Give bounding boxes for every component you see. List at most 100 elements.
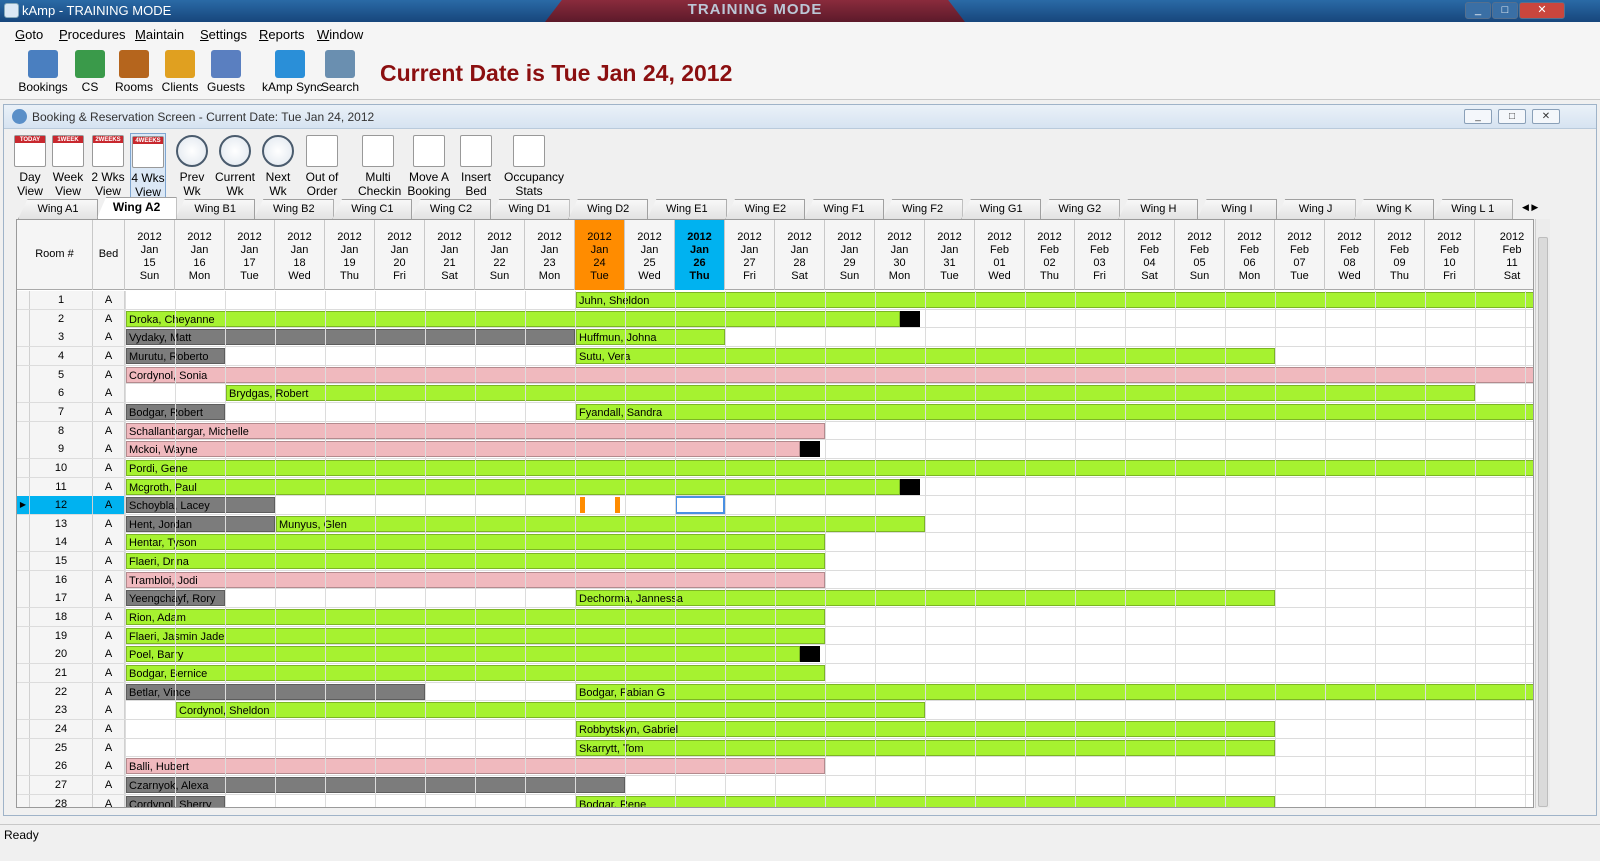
day-column-header[interactable]: 2012 Feb 09 Thu [1375, 220, 1425, 290]
booking-bar[interactable]: Pordi, Gene [126, 459, 1533, 476]
room-column-header[interactable]: Room # [17, 220, 93, 290]
day-column-header[interactable]: 2012 Jan 23 Mon [525, 220, 575, 290]
cs-button[interactable]: CS [74, 50, 106, 98]
day-column-header[interactable]: 2012 Jan 28 Sat [775, 220, 825, 290]
child-minimize-button[interactable]: _ [1464, 109, 1492, 124]
booking-row[interactable]: 10 A Pordi, Gene [17, 458, 1533, 478]
day-column-header[interactable]: 2012 Feb 05 Sun [1175, 220, 1225, 290]
prev-week-clock-button[interactable]: Prev Wk [174, 133, 210, 201]
tab-wing-a1[interactable]: Wing A1 [18, 199, 98, 219]
booking-bar[interactable]: Mckoi, Wayne [126, 441, 800, 458]
booking-bar[interactable]: Cordynol, Sheldon [176, 702, 925, 719]
minimize-button[interactable]: _ [1465, 2, 1491, 19]
menu-reports[interactable]: Reports [259, 27, 305, 42]
selected-cell[interactable] [675, 496, 725, 515]
day-column-header[interactable]: 2012 Feb 01 Wed [975, 220, 1025, 290]
bed-column-header[interactable]: Bed [93, 220, 125, 290]
day-column-header[interactable]: 2012 Jan 24 Tue [575, 220, 625, 290]
booking-bar[interactable]: Hent, Jordan [126, 515, 275, 532]
booking-bar[interactable]: Droka, Cheyanne [126, 310, 900, 327]
current-week-clock-button[interactable]: Current Wk [215, 133, 255, 201]
scrollbar-thumb[interactable] [1538, 237, 1548, 807]
day-column-header[interactable]: 2012 Feb 07 Tue [1275, 220, 1325, 290]
tab-wing-l-1[interactable]: Wing L 1 [1432, 199, 1513, 219]
bookings-button[interactable]: Bookings [18, 50, 68, 98]
day-column-header[interactable]: 2012 Jan 26 Thu [675, 220, 725, 290]
tab-wing-e2[interactable]: Wing E2 [725, 199, 806, 219]
tab-wing-a2[interactable]: Wing A2 [96, 197, 177, 219]
day-column-header[interactable]: 2012 Jan 17 Tue [225, 220, 275, 290]
booking-bar[interactable]: Poel, Barry [126, 646, 800, 663]
booking-row[interactable]: 7 A Bodgar, Robert Fyandall, Sandra [17, 402, 1533, 422]
next-week-clock-button[interactable]: Next Wk [260, 133, 296, 201]
guests-button[interactable]: Guests [206, 50, 246, 98]
day-column-header[interactable]: 2012 Jan 22 Sun [475, 220, 525, 290]
tab-wing-b2[interactable]: Wing B2 [253, 199, 334, 219]
day-column-header[interactable]: 2012 Jan 19 Thu [325, 220, 375, 290]
day-column-header[interactable]: 2012 Feb 03 Fri [1075, 220, 1125, 290]
day-column-header[interactable]: 2012 Jan 31 Tue [925, 220, 975, 290]
booking-bar[interactable]: Brydgas, Robert [226, 385, 1475, 402]
out-of-order-button[interactable]: Out of Order [304, 133, 340, 201]
day-column-header[interactable]: 2012 Jan 27 Fri [725, 220, 775, 290]
tab-wing-f1[interactable]: Wing F1 [804, 199, 884, 219]
tab-wing-c2[interactable]: Wing C2 [411, 199, 491, 219]
day-column-header[interactable]: 2012 Feb 02 Thu [1025, 220, 1075, 290]
day-column-header[interactable]: 2012 Feb 08 Wed [1325, 220, 1375, 290]
day-column-header[interactable]: 2012 Jan 29 Sun [825, 220, 875, 290]
booking-bar[interactable]: Huffmun, Johna [576, 329, 725, 346]
day-column-header[interactable]: 2012 Jan 18 Wed [275, 220, 325, 290]
day-column-header[interactable]: 2012 Feb 11 Sat [1475, 220, 1533, 290]
day-view-button[interactable]: TODAY Day View [12, 133, 48, 201]
search-button[interactable]: Search [320, 50, 360, 98]
multi-checkin-button[interactable]: Multi Checkin [358, 133, 401, 201]
booking-bar[interactable]: Schoybla, Lacey [126, 497, 275, 514]
day-column-header[interactable]: 2012 Jan 25 Wed [625, 220, 675, 290]
booking-bar[interactable]: Vydaky, Matt [126, 329, 575, 346]
move-booking-button[interactable]: Move A Booking [406, 133, 452, 201]
day-column-header[interactable]: 2012 Jan 21 Sat [425, 220, 475, 290]
day-column-header[interactable]: 2012 Feb 10 Fri [1425, 220, 1475, 290]
week-view-button[interactable]: 1WEEK Week View [50, 133, 86, 201]
booking-bar[interactable]: Fyandall, Sandra [576, 403, 1533, 420]
day-column-header[interactable]: 2012 Feb 06 Mon [1225, 220, 1275, 290]
menu-procedures[interactable]: Procedures [59, 27, 126, 42]
child-restore-button[interactable]: □ [1498, 109, 1526, 124]
booking-bar[interactable]: Munyus, Glen [276, 515, 925, 532]
tab-wing-b1[interactable]: Wing B1 [175, 199, 256, 219]
two-weeks-view-button[interactable]: 2WEEKS 2 Wks View [90, 133, 126, 201]
tab-wing-c1[interactable]: Wing C1 [332, 199, 413, 219]
insert-bed-button[interactable]: Insert Bed [458, 133, 494, 201]
booking-bar[interactable]: Cordynol, Sonia [126, 366, 1533, 383]
four-weeks-view-button[interactable]: 4WEEKS 4 Wks View [130, 133, 166, 201]
tab-wing-i[interactable]: Wing I [1197, 199, 1277, 219]
day-column-header[interactable]: 2012 Jan 15 Sun [125, 220, 175, 290]
booking-bar[interactable]: Mcgroth, Paul [126, 478, 900, 495]
day-column-header[interactable]: 2012 Jan 30 Mon [875, 220, 925, 290]
tab-wing-h[interactable]: Wing H [1118, 199, 1199, 219]
kamp-sync-button[interactable]: kAmp Sync [262, 50, 323, 98]
clients-button[interactable]: Clients [160, 50, 200, 98]
booking-bar[interactable]: Bodgar, Fabian G [576, 683, 1533, 700]
maximize-button[interactable]: □ [1492, 2, 1518, 19]
rooms-button[interactable]: Rooms [112, 50, 156, 98]
tab-wing-e1[interactable]: Wing E1 [646, 199, 727, 219]
day-column-header[interactable]: 2012 Feb 04 Sat [1125, 220, 1175, 290]
tab-wing-f2[interactable]: Wing F2 [882, 199, 963, 219]
occupancy-stats-button[interactable]: Occupancy Stats [504, 133, 564, 201]
tab-wing-g2[interactable]: Wing G2 [1039, 199, 1120, 219]
tab-wing-d1[interactable]: Wing D1 [489, 199, 570, 219]
vertical-scrollbar[interactable] [1535, 219, 1550, 808]
booking-bar[interactable]: Juhn, Sheldon [576, 292, 1533, 308]
tab-wing-g1[interactable]: Wing G1 [961, 199, 1042, 219]
child-close-button[interactable]: ✕ [1532, 109, 1560, 124]
menu-maintain[interactable]: Maintain [135, 27, 185, 42]
close-button[interactable]: ✕ [1519, 2, 1565, 19]
menu-window[interactable]: Window [317, 27, 364, 42]
day-column-header[interactable]: 2012 Jan 16 Mon [175, 220, 225, 290]
tab-wing-j[interactable]: Wing J [1275, 199, 1356, 219]
menu-goto[interactable]: Goto [15, 27, 44, 42]
menu-settings[interactable]: Settings [200, 27, 247, 42]
tab-wing-k[interactable]: Wing K [1354, 199, 1435, 219]
booking-row[interactable]: 6 A Brydgas, Robert [17, 384, 1533, 403]
